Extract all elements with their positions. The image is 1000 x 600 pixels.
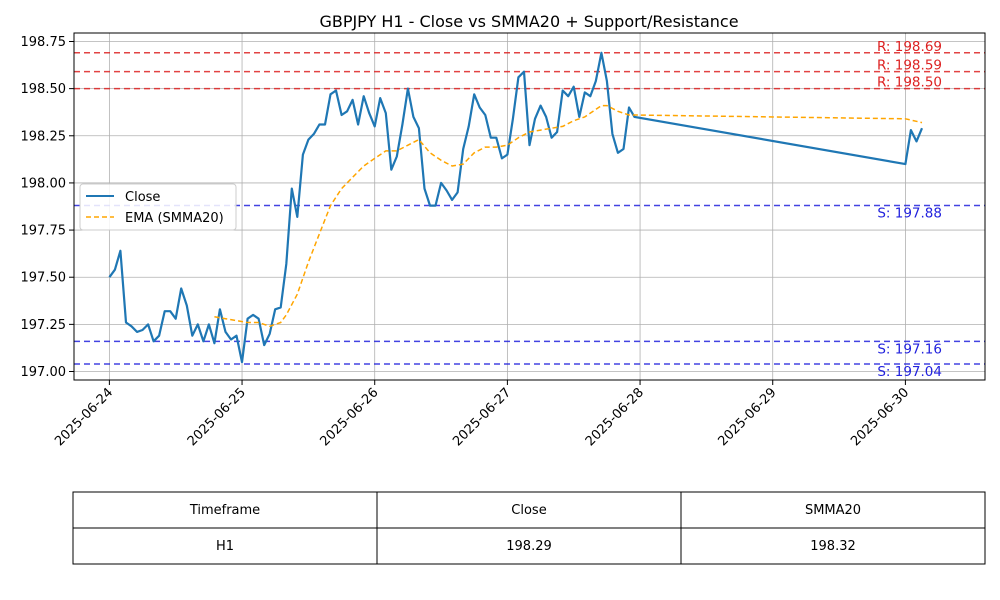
close-series-line <box>108 51 924 364</box>
legend: Close EMA (SMMA20) <box>79 183 237 231</box>
legend-label-smma: EMA (SMMA20) <box>125 211 224 226</box>
table-header-close: Close <box>511 503 546 518</box>
legend-box <box>79 183 237 231</box>
plot-frame <box>73 32 986 381</box>
y-tick-label: 198.50 <box>21 82 67 97</box>
resistance-label: R: 198.69 <box>877 39 942 55</box>
table-cell-smma20: 198.32 <box>810 539 856 554</box>
support-label: S: 197.16 <box>877 341 942 357</box>
y-tick-label: 198.75 <box>21 35 67 50</box>
support-resistance-levels: R: 198.69 R: 198.59R: 198.50 S: 197.88 S: 1… <box>74 39 985 380</box>
series-lines <box>108 51 924 364</box>
y-tick-label: 197.75 <box>21 224 67 239</box>
table-header-timeframe: Timeframe <box>189 503 260 518</box>
summary-table: Timeframe Close SMMA20 H1 198.29 198.32 <box>72 491 986 565</box>
table-cell-timeframe: H1 <box>216 539 234 554</box>
legend-label-close: Close <box>125 190 160 205</box>
support-label: S: 197.88 <box>877 206 942 222</box>
y-tick-label: 197.00 <box>21 365 67 380</box>
y-tick-label: 197.50 <box>21 271 67 286</box>
resistance-label: R: 198.59 <box>877 58 942 74</box>
table-header-smma20: SMMA20 <box>805 503 861 518</box>
table-cell-close: 198.29 <box>506 539 552 554</box>
resistance-label: R: 198.50 <box>877 75 942 91</box>
chart-title: GBPJPY H1 - Close vs SMMA20 + Support/Re… <box>319 12 738 31</box>
support-label: S: 197.04 <box>877 364 942 380</box>
y-tick-label: 198.25 <box>21 129 67 144</box>
y-tick-label: 197.25 <box>21 318 67 333</box>
smma20-series-line <box>214 104 923 328</box>
y-tick-label: 198.00 <box>21 176 67 191</box>
